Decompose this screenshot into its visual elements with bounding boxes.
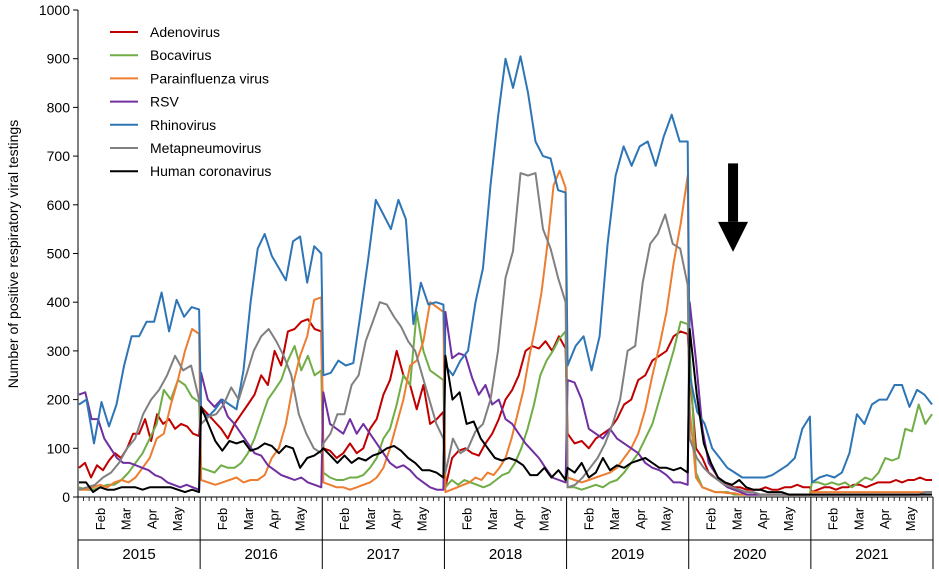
legend-label: RSV [150,94,179,110]
year-label: 2017 [367,546,400,563]
legend-label: Metapneumovirus [150,140,261,156]
legend-label: Bocavirus [150,47,211,63]
series-lines-group [78,55,933,496]
arrow-head [718,221,749,252]
legend-label: Rhinovirus [150,117,216,133]
month-label: Mar [607,507,622,530]
month-label: Apr [511,508,526,529]
month-label: Mar [851,507,866,530]
month-label: May [292,506,307,531]
legend: Adenovirus Bocavirus Parainfluenza virus RS… [110,24,271,179]
y-tick-label: 200 [47,392,71,408]
month-label: Feb [826,508,841,530]
month-label: Feb [337,508,352,530]
month-label: May [537,506,552,531]
month-label: May [903,506,918,531]
month-label: Mar [485,507,500,530]
y-tick-label: 600 [47,197,71,213]
y-tick-label: 800 [47,99,71,115]
series-line [78,310,933,496]
year-label: 2020 [733,546,766,563]
year-label: 2018 [489,546,522,563]
series-line [78,55,933,484]
y-tick-label: 400 [47,294,71,310]
y-tick-label: 1000 [39,2,70,18]
month-label: Mar [729,507,744,530]
year-label: 2015 [122,546,155,563]
month-label: Mar [119,507,134,530]
month-label: Feb [704,508,719,530]
month-label: Mar [241,507,256,530]
month-label: May [659,506,674,531]
month-label: May [170,506,185,531]
month-label: Apr [633,508,648,529]
month-label: Apr [877,508,892,529]
month-label: Apr [144,508,159,529]
arrow-shaft [728,163,739,222]
annotations-group [718,163,749,252]
y-tick-label: 100 [47,440,71,456]
legend-label: Parainfluenza virus [150,70,269,86]
y-axis-label: Number of positive respiratory viral tes… [5,120,21,388]
series-line [79,169,932,496]
month-label: Mar [363,507,378,530]
month-label: Apr [389,508,404,529]
y-tick-label: 500 [47,246,71,262]
month-label: Feb [93,508,108,530]
y-tick-label: 0 [62,489,70,505]
y-tick-label: 900 [47,51,71,67]
month-label: Feb [581,508,596,530]
month-label: Feb [459,508,474,530]
month-label: May [414,506,429,531]
legend-label: Adenovirus [150,24,220,40]
series-line [78,172,932,496]
y-tick-label: 300 [47,343,71,359]
series-line [79,328,932,496]
year-label: 2016 [245,546,278,563]
y-tick-label: 700 [47,148,71,164]
series-line [78,318,932,494]
month-label: Apr [267,508,282,529]
year-label: 2021 [855,546,888,563]
month-label: Feb [215,508,230,530]
legend-label: Human coronavirus [150,163,271,179]
year-label: 2019 [611,546,644,563]
axes-group: 0 100 200 300 400 500 600 700 800 900 1000 Feb Mar Ap… [39,2,934,569]
month-label: Apr [755,508,770,529]
month-label: May [781,506,796,531]
